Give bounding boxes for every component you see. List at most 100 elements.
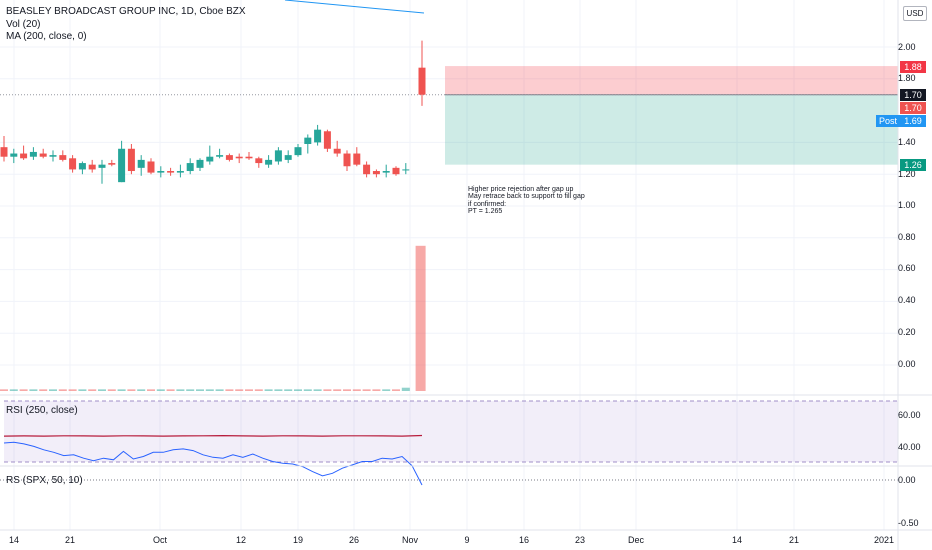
volume-bar [401, 387, 410, 391]
rs-legend[interactable]: RS (SPX, 50, 10) [6, 475, 83, 486]
candle-body [137, 159, 145, 168]
candle-body [235, 156, 243, 159]
time-axis-label: Oct [152, 535, 168, 545]
candle-body [196, 159, 204, 168]
candle-body [333, 148, 341, 154]
volume-bar [264, 389, 273, 391]
stop-loss-tag[interactable]: 1.88 [900, 61, 926, 73]
volume-bar [362, 389, 371, 391]
rsi-pane [3, 400, 898, 463]
price-axis-label: 0.60 [898, 263, 916, 273]
rsi-legend[interactable]: RSI (250, close) [6, 405, 78, 416]
stop-loss-zone [445, 66, 898, 95]
candle-body [353, 153, 361, 165]
candle-body [88, 164, 96, 170]
volume-bar [215, 389, 224, 391]
candle-body [216, 155, 224, 157]
volume-bar [9, 389, 18, 391]
rs-axis-label: -0.50 [898, 518, 919, 528]
volume-bar [225, 389, 234, 391]
symbol-title[interactable]: BEASLEY BROADCAST GROUP INC, 1D, Cboe BZ… [6, 6, 246, 17]
volume-bar [0, 389, 8, 391]
volume-bar [392, 389, 400, 391]
volume-bar [352, 389, 361, 391]
time-axis-label: Nov [401, 535, 419, 545]
time-axis-label: 21 [64, 535, 76, 545]
candle-body [372, 171, 380, 175]
annotation-note[interactable]: Higher price rejection after gap up May … [468, 186, 585, 216]
volume-bar [156, 389, 165, 391]
volume-bar [137, 389, 146, 391]
rs-line [3, 441, 423, 486]
volume-bar [78, 389, 87, 391]
candle-body [0, 147, 8, 157]
volume-bar [196, 389, 204, 391]
volume-bar [294, 389, 302, 391]
volume-bar [19, 389, 28, 391]
candle-body [225, 155, 233, 160]
volume-bar [107, 389, 116, 391]
ma-line-segment [284, 0, 425, 14]
rsi-line [3, 434, 423, 437]
price-axis-label: 1.20 [898, 169, 916, 179]
volume-legend[interactable]: Vol (20) [6, 19, 41, 30]
volume-bar [186, 389, 195, 391]
candle-body [127, 148, 135, 172]
time-axis-label: 19 [292, 535, 304, 545]
candle-body [323, 131, 331, 149]
candle-body [167, 171, 175, 173]
volume-bar [284, 389, 293, 391]
post-market-price-tag: 1.69 [900, 115, 926, 127]
candle-body [176, 171, 184, 173]
time-axis-label: 9 [464, 535, 470, 545]
volume-bar [88, 389, 97, 391]
price-axis-label: 0.20 [898, 327, 916, 337]
ma-legend[interactable]: MA (200, close, 0) [6, 31, 87, 42]
volume-bar [58, 389, 67, 391]
volume-bar [127, 389, 136, 391]
candle-body [294, 147, 302, 156]
volume-bar [49, 389, 57, 391]
take-profit-zone [445, 94, 898, 165]
candle-body [255, 158, 263, 164]
price-axis-label: 1.00 [898, 200, 916, 210]
volume-bar [274, 389, 283, 391]
price-axis-label: 0.80 [898, 232, 916, 242]
volume-bar [117, 389, 126, 391]
long-position-tool[interactable] [0, 66, 898, 165]
grid-lines [0, 0, 898, 530]
rsi-axis-label: 40.00 [898, 442, 921, 452]
rsi-band [4, 401, 898, 462]
volume-bar [68, 389, 77, 391]
candle-body [402, 169, 410, 171]
candle-body [206, 156, 214, 162]
candle-body [10, 153, 18, 157]
candle-body [392, 167, 400, 175]
volume-bar [343, 389, 351, 391]
currency-button[interactable]: USD [903, 6, 927, 21]
volume-bar [147, 389, 155, 391]
candle-body [147, 161, 155, 173]
candle-body [157, 171, 165, 173]
candle-body [20, 153, 28, 159]
volume-bar [29, 389, 38, 391]
candle-body [418, 67, 426, 95]
price-axis-label: 0.40 [898, 295, 916, 305]
price-axis-label: 2.00 [898, 42, 916, 52]
candle-body [59, 155, 67, 160]
entry-price-tag[interactable]: 1.70 [900, 89, 926, 101]
take-profit-tag[interactable]: 1.26 [900, 159, 926, 171]
rsi-axis-label: 60.00 [898, 410, 921, 420]
post-market-label: Post [876, 115, 900, 127]
ma-line [284, 0, 425, 14]
candle-body [363, 164, 371, 175]
rs-pane [0, 441, 898, 486]
candle-body [245, 156, 253, 159]
volume-bar [333, 389, 342, 391]
time-axis-label: 23 [574, 535, 586, 545]
volume-bar [254, 389, 263, 391]
price-axis-label: 1.80 [898, 73, 916, 83]
volume-bar [166, 389, 175, 391]
